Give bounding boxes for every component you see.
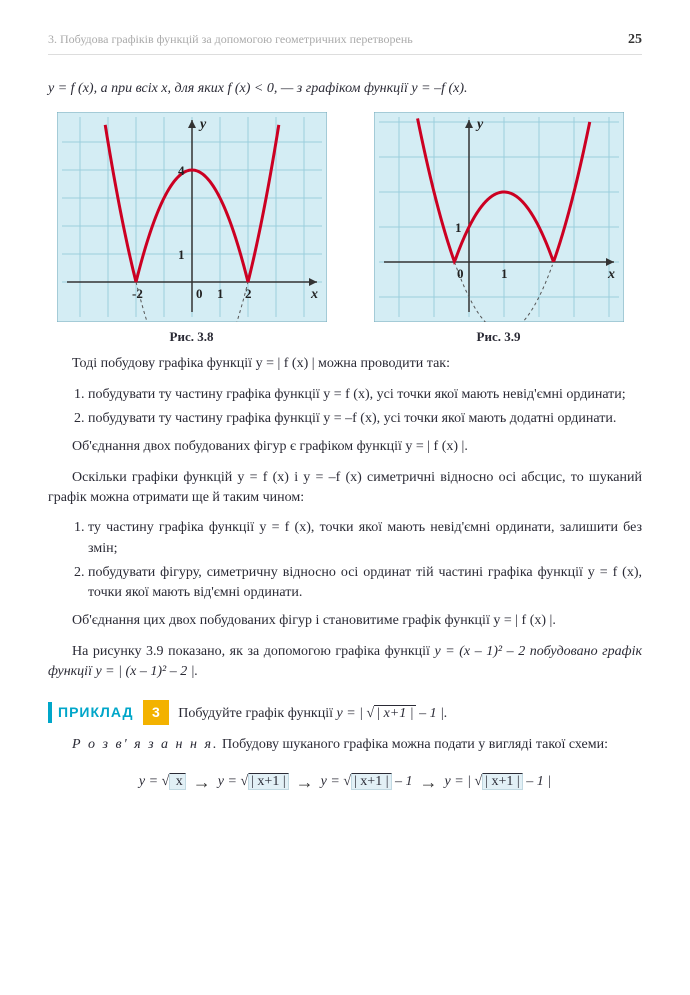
list-1: побудувати ту частину графіка функції y … [48,385,642,430]
solution-text: Побудову шуканого графіка можна подати у… [222,737,608,752]
transformation-chain: y = √ x → y = √| x+1 | → y = √| x+1 | – … [48,769,642,795]
page-header: 3. Побудова графіків функцій за допомого… [48,30,642,55]
svg-text:y: y [198,117,207,132]
chain-step-1: y = √ x [139,772,186,792]
svg-text:2: 2 [245,286,252,301]
svg-text:1: 1 [217,286,224,301]
arrow-icon: → [193,769,211,795]
svg-text:0: 0 [196,286,203,301]
page: 3. Побудова графіків функцій за допомого… [0,0,690,995]
svg-text:x: x [607,267,615,282]
figure-3-8-caption: Рис. 3.8 [48,328,335,347]
chain-box-1: x [169,773,186,790]
chain-step-3: y = √| x+1 | – 1 [321,772,413,792]
svg-text:4: 4 [178,163,185,178]
list1-item2: побудувати ту частину графіка функції y … [88,409,642,429]
svg-text:0: 0 [457,266,464,281]
p1: Тоді побудову графіка функції y = | f (x… [48,354,642,374]
p5: На рисунку 3.9 показано, як за допомогою… [48,642,642,683]
p5a: На рисунку 3.9 показано, як за допомогою… [72,644,435,659]
figure-3-9-caption: Рис. 3.9 [355,328,642,347]
svg-text:-2: -2 [132,286,143,301]
list1-item1: побудувати ту частину графіка функції y … [88,385,642,405]
example-formula: y = | √| x+1 | – 1 |. [337,705,448,721]
section-title: 3. Побудова графіків функцій за допомого… [48,31,413,48]
example-row: ПРИКЛАД 3 Побудуйте графік функції y = |… [48,700,642,724]
figure-3-8: -201214xy Рис. 3.8 [48,112,335,347]
chain-box-3: | x+1 | [351,773,392,790]
figure-3-9-svg: 0 1 1 x y [374,112,624,322]
chain-box-4: | x+1 | [482,773,523,790]
intro-text: y = f (x), а при всіх x, для яких f (x) … [48,81,468,96]
chain-step-2: y = √| x+1 | [218,772,289,792]
svg-text:1: 1 [178,247,185,262]
p3: Оскільки графіки функцій y = f (x) і y =… [48,468,642,509]
list2-item2: побудувати фігуру, симетричну відносно о… [88,563,642,604]
p2: Об'єднання двох побудованих фігур є граф… [48,437,642,457]
chain-box-2: | x+1 | [248,773,289,790]
example-number: 3 [143,700,169,724]
solution-paragraph: Р о з в' я з а н н я. Побудову шуканого … [48,735,642,755]
figures-row: -201214xy Рис. 3.8 011xy Рис. 3.9 [48,112,642,347]
p4: Об'єднання цих двох побудованих фігур і … [48,611,642,631]
svg-text:1: 1 [501,266,508,281]
list2-item1: ту частину графіка функції y = f (x), то… [88,518,642,559]
arrow-icon: → [420,769,438,795]
svg-text:1: 1 [455,220,462,235]
example-prompt: Побудуйте графік функції [178,706,336,721]
solution-label: Р о з в' я з а н н я. [72,737,218,752]
example-label: ПРИКЛАД [48,702,133,722]
svg-text:y: y [475,117,484,132]
list-2: ту частину графіка функції y = f (x), то… [48,518,642,603]
arrow-icon: → [296,769,314,795]
intro-paragraph: y = f (x), а при всіх x, для яких f (x) … [48,79,642,99]
figure-3-8-svg: -201214xy [57,112,327,322]
chain-step-4: y = | √| x+1 | – 1 | [445,772,552,792]
svg-text:x: x [310,287,318,302]
page-number: 25 [628,30,642,50]
figure-3-9: 0 1 1 x y Рис. 3.9 [355,112,642,347]
